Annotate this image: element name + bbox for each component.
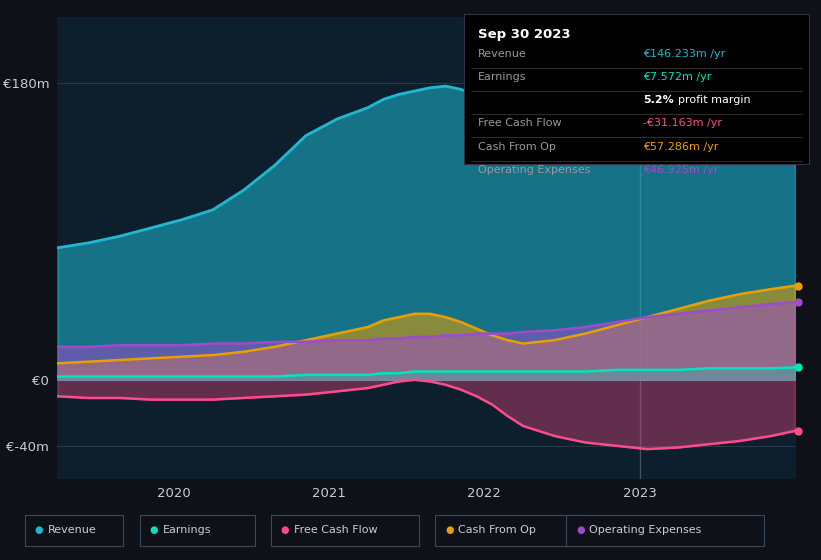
Text: Earnings: Earnings	[478, 72, 526, 82]
Text: ●: ●	[576, 525, 585, 535]
Text: ●: ●	[445, 525, 453, 535]
Text: Earnings: Earnings	[163, 525, 211, 535]
Text: Revenue: Revenue	[48, 525, 96, 535]
Text: ●: ●	[149, 525, 158, 535]
Text: 5.2%: 5.2%	[643, 95, 674, 105]
Text: Operating Expenses: Operating Expenses	[478, 165, 590, 175]
Text: Revenue: Revenue	[478, 49, 526, 58]
Text: Cash From Op: Cash From Op	[478, 142, 556, 152]
Text: Free Cash Flow: Free Cash Flow	[294, 525, 378, 535]
Text: €57.286m /yr: €57.286m /yr	[643, 142, 718, 152]
Text: profit margin: profit margin	[677, 95, 750, 105]
Text: €146.233m /yr: €146.233m /yr	[643, 49, 726, 58]
Text: Operating Expenses: Operating Expenses	[589, 525, 702, 535]
Text: Cash From Op: Cash From Op	[458, 525, 536, 535]
Text: €7.572m /yr: €7.572m /yr	[643, 72, 712, 82]
Text: Sep 30 2023: Sep 30 2023	[478, 27, 571, 40]
Text: ●: ●	[34, 525, 43, 535]
Text: -€31.163m /yr: -€31.163m /yr	[643, 118, 722, 128]
Text: ●: ●	[281, 525, 289, 535]
Text: Free Cash Flow: Free Cash Flow	[478, 118, 562, 128]
Text: €46.925m /yr: €46.925m /yr	[643, 165, 718, 175]
